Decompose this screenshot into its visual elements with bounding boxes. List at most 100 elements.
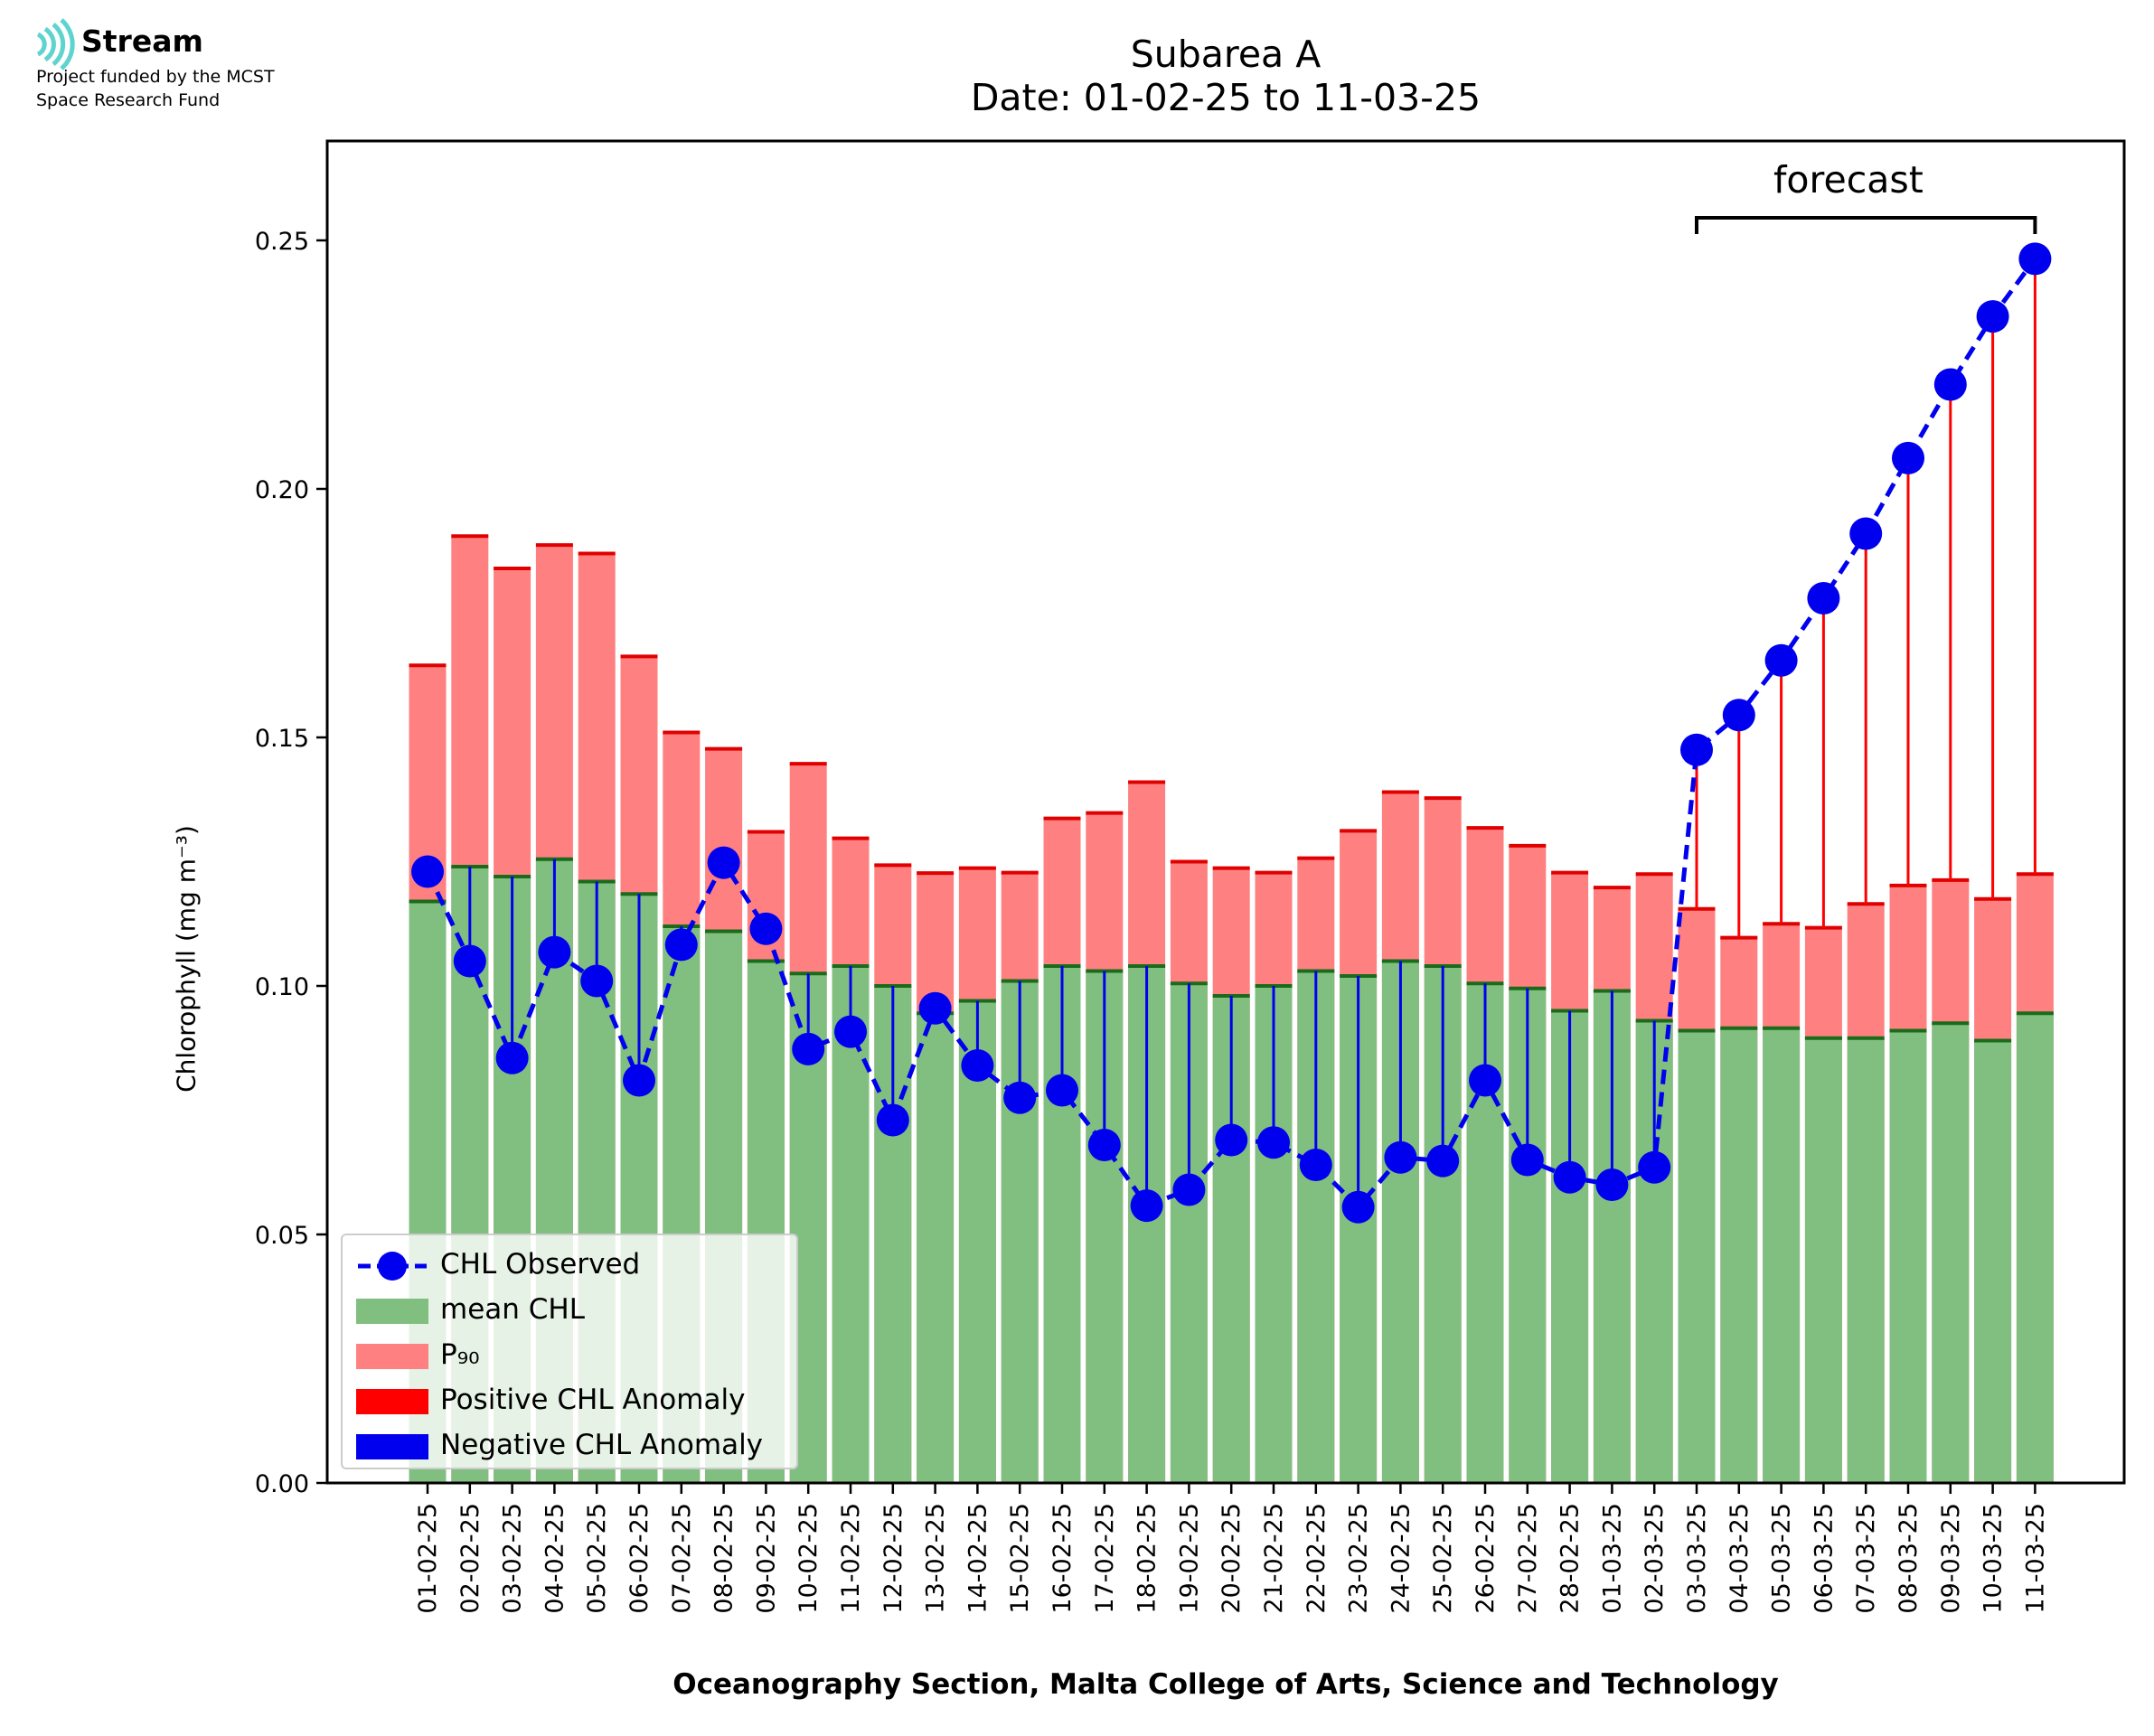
y-axis-label: Chlorophyll (mg m⁻³) (171, 825, 202, 1093)
x-tick-label: 21-02-25 (1260, 1503, 1288, 1614)
observed-point (1892, 441, 1924, 474)
legend-label-p90: P₉₀ (440, 1338, 480, 1371)
observed-point (1595, 1168, 1629, 1201)
logo-subtitle-2: Space Research Fund (36, 90, 221, 110)
x-tick-label: 04-03-25 (1726, 1503, 1754, 1614)
legend-item-p90: P₉₀ (343, 1333, 796, 1378)
x-tick-label: 13-02-25 (922, 1503, 950, 1614)
x-tick-label: 03-02-25 (499, 1503, 527, 1614)
y-tick-label: 0.20 (255, 476, 309, 504)
x-tick-label: 07-02-25 (668, 1503, 696, 1614)
legend-item-positive: Positive CHL Anomaly (343, 1378, 796, 1423)
observed-point (1510, 1143, 1544, 1177)
x-tick-label: 05-03-25 (1768, 1503, 1796, 1614)
observed-point (1680, 733, 1713, 766)
observed-point (834, 1015, 867, 1048)
y-tick-label: 0.15 (255, 725, 309, 753)
x-tick-label: 06-03-25 (1810, 1503, 1838, 1614)
x-tick-label: 08-03-25 (1895, 1503, 1923, 1614)
forecast-label: forecast (1773, 158, 1924, 202)
mean-bar (1678, 1030, 1716, 1483)
observed-series-line (425, 257, 2037, 1211)
observed-point (1469, 1064, 1501, 1097)
forecast-bracket (1695, 216, 2037, 234)
x-tick-label: 11-02-25 (837, 1503, 865, 1614)
legend-label-positive: Positive CHL Anomaly (440, 1384, 746, 1416)
plot-frame (325, 139, 2126, 1485)
observed-point (792, 1032, 825, 1065)
observed-point (1426, 1144, 1460, 1178)
y-tick-label: 0.25 (255, 228, 309, 256)
observed-point (707, 846, 740, 879)
x-tick-label: 22-02-25 (1303, 1503, 1331, 1614)
observed-point (1384, 1140, 1417, 1174)
x-tick-label: 10-02-25 (795, 1503, 823, 1614)
x-tick-label: 23-02-25 (1345, 1503, 1373, 1614)
observed-point (1130, 1189, 1163, 1223)
logo-subtitle-1: Project funded by the MCST (36, 67, 275, 87)
observed-point (1553, 1160, 1586, 1194)
observed-point (495, 1041, 529, 1074)
x-tick-label: 17-02-25 (1091, 1503, 1119, 1614)
observed-point (1807, 582, 1840, 615)
observed-point (1087, 1129, 1121, 1161)
observed-point (580, 964, 614, 998)
observed-point (538, 935, 571, 969)
observed-point (2018, 242, 2052, 276)
x-tick-label: 01-02-25 (414, 1503, 442, 1614)
mean-bar (1804, 1037, 1842, 1483)
legend-item-mean: mean CHL (343, 1288, 796, 1333)
x-tick-label: 09-02-25 (752, 1503, 780, 1614)
x-tick-label: 10-03-25 (1980, 1503, 2008, 1614)
legend-label-mean: mean CHL (440, 1293, 585, 1326)
y-tick-label: 0.00 (255, 1470, 309, 1498)
observed-point (1172, 1173, 1206, 1206)
logo-name: Stream (81, 23, 203, 59)
x-tick-label: 12-02-25 (879, 1503, 908, 1614)
x-tick-label: 02-02-25 (456, 1503, 484, 1614)
x-tick-label: 25-02-25 (1429, 1503, 1457, 1614)
y-tick-label: 0.05 (255, 1222, 309, 1250)
y-tick-label: 0.10 (255, 973, 309, 1001)
observed-point (1046, 1074, 1078, 1107)
mean-bar (1847, 1037, 1885, 1483)
x-tick-label: 20-02-25 (1218, 1503, 1246, 1614)
x-tick-label: 28-02-25 (1557, 1503, 1585, 1614)
x-tick-label: 05-02-25 (583, 1503, 611, 1614)
mean-bar (1720, 1028, 1758, 1483)
observed-point (1976, 300, 2009, 333)
observed-point (411, 855, 444, 888)
chart-title-line1: Subarea A (1130, 33, 1322, 76)
legend: CHL Observed mean CHL P₉₀ Positive CHL A… (341, 1234, 798, 1469)
x-tick-label: 19-02-25 (1175, 1503, 1203, 1614)
mean-bar (1763, 1028, 1801, 1483)
legend-item-negative: Negative CHL Anomaly (343, 1423, 796, 1469)
x-tick-label: 18-02-25 (1133, 1503, 1162, 1614)
mean-bar (917, 1013, 955, 1483)
observed-point (1215, 1123, 1248, 1157)
legend-positive-swatch (356, 1389, 428, 1414)
mean-bar (832, 966, 870, 1483)
observed-point (1341, 1190, 1375, 1224)
x-tick-label: 26-02-25 (1472, 1503, 1500, 1614)
chart-title-line2: Date: 01-02-25 to 11-03-25 (970, 76, 1481, 119)
x-tick-label: 08-02-25 (710, 1503, 738, 1614)
observed-point (664, 928, 698, 962)
legend-label-observed: CHL Observed (440, 1248, 641, 1281)
legend-label-negative: Negative CHL Anomaly (440, 1429, 764, 1461)
x-tick-label: 02-03-25 (1641, 1503, 1669, 1614)
x-tick-label: 24-02-25 (1387, 1503, 1415, 1614)
observed-point (749, 912, 783, 945)
x-tick-label: 06-02-25 (626, 1503, 654, 1614)
observed-point (623, 1064, 655, 1097)
x-tick-label: 15-02-25 (1006, 1503, 1034, 1614)
observed-point (1849, 517, 1883, 550)
x-tick-label: 04-02-25 (541, 1503, 569, 1614)
observed-point (918, 991, 952, 1025)
mean-bar (1974, 1040, 2012, 1483)
x-tick-label: 09-03-25 (1937, 1503, 1965, 1614)
observed-point (1299, 1149, 1332, 1181)
mean-bar (2016, 1013, 2054, 1483)
observed-point (1722, 699, 1755, 732)
